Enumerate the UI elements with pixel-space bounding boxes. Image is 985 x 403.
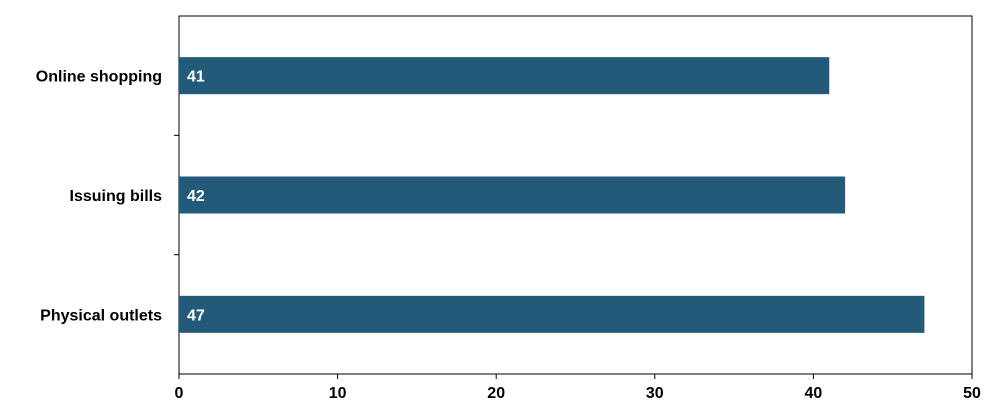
labels-layer: 41 Online shopping 42 Issuing bills 47 Physic… [36, 69, 205, 325]
category-label: Issuing bills [70, 188, 163, 205]
bars-layer [179, 57, 925, 333]
x-tick-label: 40 [805, 385, 823, 402]
data-label: 41 [187, 69, 205, 86]
axis-layer: 0 10 20 30 40 50 [174, 134, 981, 402]
bar [179, 295, 925, 333]
data-label: 42 [187, 188, 205, 205]
x-tick-label: 30 [646, 385, 664, 402]
x-tick-label: 20 [487, 385, 505, 402]
x-tick-label: 0 [175, 385, 184, 402]
category-label: Physical outlets [40, 307, 162, 324]
category-label: Online shopping [36, 69, 162, 86]
x-tick-label: 10 [329, 385, 347, 402]
x-tick-label: 50 [963, 385, 981, 402]
bar [179, 57, 830, 95]
bar [179, 176, 846, 214]
data-label: 47 [187, 307, 205, 324]
